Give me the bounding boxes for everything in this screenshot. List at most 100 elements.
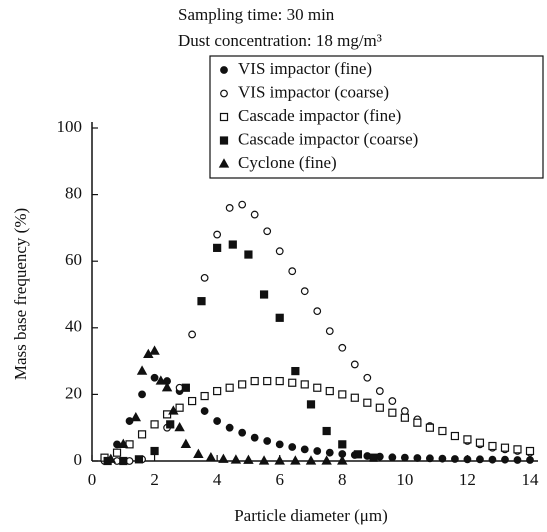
legend-marker — [219, 136, 229, 145]
x-tick-label: 6 — [275, 470, 284, 489]
marker — [388, 453, 397, 462]
marker — [400, 407, 409, 415]
marker — [288, 378, 297, 387]
marker — [238, 200, 247, 209]
marker — [218, 453, 229, 463]
marker — [313, 447, 322, 455]
marker — [488, 455, 497, 464]
marker — [288, 267, 297, 276]
marker — [105, 453, 116, 463]
marker — [238, 428, 247, 437]
marker — [300, 445, 309, 454]
legend-marker — [218, 158, 230, 168]
marker — [338, 343, 347, 352]
marker — [425, 423, 434, 432]
marker — [200, 407, 209, 415]
marker — [451, 455, 459, 463]
marker — [513, 456, 522, 464]
marker — [263, 437, 272, 445]
marker — [150, 446, 159, 456]
x-tick-label: 14 — [522, 470, 540, 489]
marker — [225, 383, 234, 392]
marker — [275, 247, 284, 256]
marker — [463, 435, 472, 444]
marker — [174, 421, 185, 432]
marker — [136, 365, 148, 375]
marker — [275, 440, 284, 449]
marker — [275, 376, 284, 386]
marker — [476, 455, 484, 464]
x-tick-label: 12 — [459, 470, 476, 489]
marker — [475, 438, 485, 447]
y-tick-label: 40 — [65, 317, 82, 336]
marker — [193, 448, 204, 458]
marker — [181, 383, 190, 392]
y-tick-label: 80 — [65, 184, 82, 203]
marker — [438, 454, 447, 463]
marker — [350, 360, 359, 369]
x-tick-label: 0 — [88, 470, 97, 489]
marker — [463, 455, 472, 464]
x-tick-label: 4 — [213, 470, 222, 489]
marker — [338, 390, 347, 399]
marker — [438, 426, 447, 436]
legend-box — [209, 55, 544, 179]
marker — [425, 454, 434, 463]
marker — [243, 454, 254, 464]
marker — [138, 390, 146, 399]
marker — [155, 375, 167, 385]
marker — [321, 455, 332, 465]
marker — [388, 408, 397, 417]
marker — [322, 426, 331, 436]
legend-label: Cascade impactor (coarse) — [238, 129, 418, 148]
marker — [388, 397, 397, 405]
marker — [300, 287, 309, 296]
marker — [259, 290, 269, 299]
marker — [230, 454, 242, 464]
marker — [288, 443, 297, 451]
marker — [213, 243, 222, 252]
marker — [250, 210, 259, 219]
marker — [258, 455, 270, 465]
x-tick-label: 2 — [150, 470, 159, 489]
marker — [134, 455, 144, 464]
marker — [300, 380, 309, 389]
marker — [119, 456, 128, 466]
marker — [112, 448, 122, 457]
y-tick-label: 60 — [65, 250, 82, 269]
marker — [238, 380, 247, 389]
marker — [250, 433, 259, 442]
marker — [250, 376, 259, 386]
marker — [400, 413, 409, 422]
marker — [188, 330, 197, 339]
marker — [161, 382, 173, 392]
marker — [413, 418, 422, 427]
marker — [130, 411, 142, 422]
marker — [363, 398, 372, 407]
marker — [526, 456, 534, 464]
marker — [213, 230, 222, 239]
marker — [313, 383, 322, 392]
marker — [325, 386, 334, 396]
marker — [166, 420, 175, 429]
marker — [197, 297, 206, 306]
marker — [263, 376, 272, 386]
marker — [306, 400, 316, 409]
legend-marker — [220, 66, 228, 74]
marker — [353, 450, 363, 459]
marker — [488, 441, 497, 451]
marker — [305, 455, 317, 465]
marker — [375, 387, 384, 395]
legend-marker — [219, 112, 229, 122]
legend-label: Cyclone (fine) — [238, 153, 337, 172]
annotation: Sampling time: 30 min — [178, 5, 335, 24]
marker — [200, 273, 209, 282]
marker — [150, 420, 159, 429]
marker — [413, 454, 422, 462]
marker — [274, 455, 285, 465]
y-tick-label: 100 — [57, 117, 83, 136]
marker — [225, 423, 234, 432]
marker — [137, 430, 147, 439]
marker — [244, 250, 253, 259]
